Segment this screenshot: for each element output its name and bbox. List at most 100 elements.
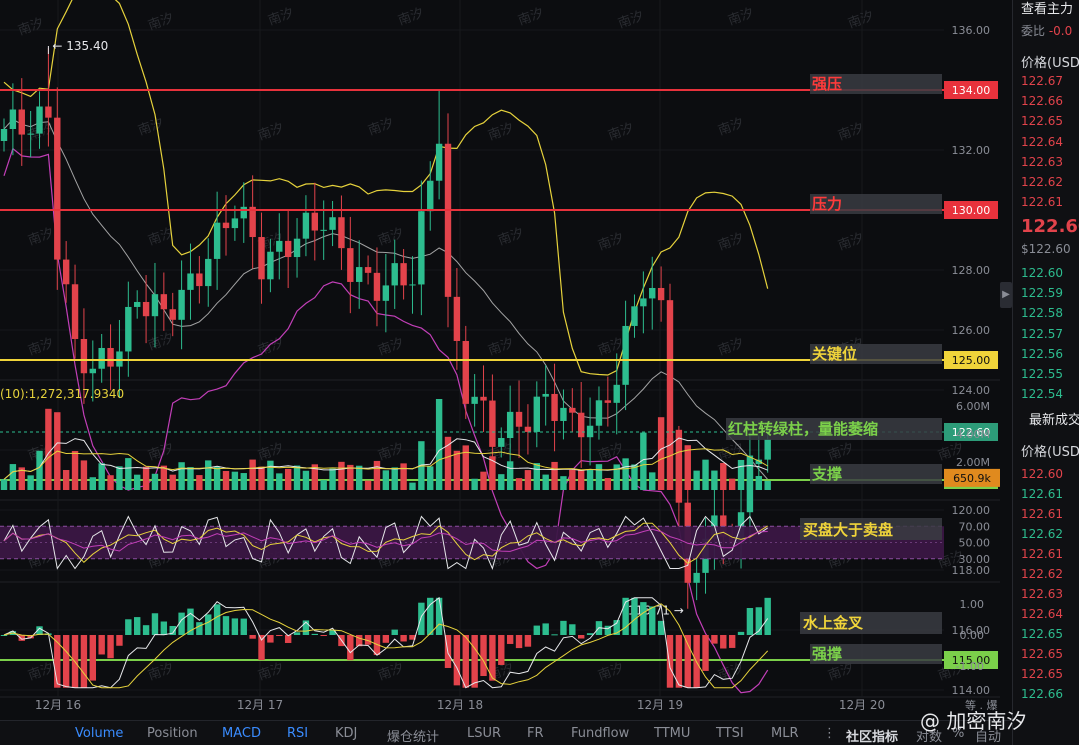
ask-row[interactable]: 122.62 bbox=[1021, 175, 1063, 189]
macd-histogram-bar bbox=[382, 635, 390, 643]
bid-row[interactable]: 122.58 bbox=[1021, 306, 1063, 321]
ask-row[interactable]: 122.63 bbox=[1021, 154, 1063, 169]
candle-body bbox=[391, 263, 398, 286]
auto-scale-toggle[interactable]: 自动 bbox=[975, 730, 1002, 745]
ask-row[interactable]: 122.67 bbox=[1021, 74, 1063, 88]
community-indicators-button[interactable]: 社区指标 bbox=[846, 730, 899, 745]
percent-scale-toggle[interactable]: % bbox=[952, 726, 965, 741]
macd-histogram-bar bbox=[569, 624, 576, 635]
indicator-tab[interactable]: RSI bbox=[287, 726, 309, 741]
current-price-text: 122.60 bbox=[952, 426, 991, 439]
indicator-tab[interactable]: FR bbox=[527, 726, 544, 741]
level-label: 强压 bbox=[812, 75, 842, 93]
macd-histogram-bar bbox=[649, 606, 656, 635]
current-price-tag bbox=[944, 423, 998, 441]
ask-row[interactable]: 122.66 bbox=[1021, 94, 1063, 109]
indicator-tab[interactable]: Position bbox=[147, 726, 198, 741]
bid-row[interactable]: 122.56 bbox=[1021, 346, 1063, 361]
volume-bar bbox=[178, 462, 185, 490]
macd-histogram-bar bbox=[125, 619, 132, 635]
collapse-panel-button[interactable]: ▶ bbox=[1000, 282, 1012, 308]
level-label-box bbox=[810, 464, 942, 484]
brand-watermark: @ 加密南汐 bbox=[920, 709, 1027, 733]
bid-row[interactable]: 122.57 bbox=[1021, 326, 1063, 341]
candle-body bbox=[640, 298, 647, 307]
ask-row[interactable]: 122.61 bbox=[1021, 195, 1063, 210]
macd-histogram-bar bbox=[711, 635, 718, 644]
indicator-tab[interactable]: TTSI bbox=[716, 726, 744, 741]
level-price-tag bbox=[944, 351, 998, 369]
macd-histogram-bar bbox=[62, 635, 70, 688]
date-axis-tick: 12月 16 bbox=[35, 698, 81, 712]
macd-histogram-bar bbox=[702, 635, 709, 671]
volume-bar bbox=[196, 475, 203, 490]
trade-row[interactable]: 122.61 bbox=[1021, 507, 1063, 521]
candle-body bbox=[320, 229, 327, 231]
candle-body bbox=[45, 106, 52, 118]
volume-bar bbox=[80, 460, 88, 490]
bid-row[interactable]: 122.55 bbox=[1021, 367, 1063, 381]
volume-ma-slow bbox=[3, 448, 768, 480]
trade-row[interactable]: 122.60 bbox=[1021, 467, 1063, 481]
macd-histogram-bar bbox=[480, 635, 487, 677]
macd-histogram-bar bbox=[675, 635, 683, 688]
indicator-tab[interactable]: Fundflow bbox=[571, 726, 630, 741]
volume-bar bbox=[364, 480, 372, 490]
macd-annotation-box bbox=[800, 612, 942, 634]
ask-row[interactable]: 122.65 bbox=[1021, 114, 1063, 129]
volume-bar bbox=[213, 466, 221, 490]
trade-row[interactable]: 122.62 bbox=[1021, 567, 1063, 581]
trade-row[interactable]: 122.61 bbox=[1021, 487, 1063, 501]
community-icon[interactable]: ⋮ bbox=[823, 726, 836, 741]
macd-histogram-bar bbox=[542, 623, 549, 635]
bid-row[interactable]: 122.59 bbox=[1021, 286, 1063, 301]
candle-body bbox=[249, 206, 256, 238]
ask-row[interactable]: 122.64 bbox=[1021, 134, 1063, 149]
candle-body bbox=[338, 217, 345, 249]
trade-row[interactable]: 122.65 bbox=[1021, 647, 1063, 661]
rsi-axis-tick: 50.00 bbox=[959, 537, 991, 550]
orderbook-header[interactable]: 查看主力 bbox=[1021, 2, 1074, 17]
trade-row[interactable]: 122.62 bbox=[1021, 527, 1063, 541]
price-axis-tick: 114.00 bbox=[952, 684, 991, 697]
indicator-tab[interactable]: Volume bbox=[75, 726, 124, 741]
bid-row[interactable]: 122.54 bbox=[1021, 387, 1063, 402]
candle-body bbox=[205, 258, 212, 287]
level-price-text: 115.00 bbox=[952, 654, 991, 667]
trade-row[interactable]: 122.63 bbox=[1021, 587, 1063, 601]
trade-row[interactable]: 122.65 bbox=[1021, 667, 1063, 681]
macd-histogram-bar bbox=[586, 633, 594, 635]
macd-histogram-bar bbox=[400, 635, 407, 642]
trade-row[interactable]: 122.66 bbox=[1021, 687, 1063, 701]
volume-bar bbox=[205, 460, 212, 490]
candle-body bbox=[71, 284, 79, 339]
volume-bar bbox=[356, 465, 363, 490]
macd-histogram-bar bbox=[515, 635, 523, 649]
candle-body bbox=[178, 289, 185, 320]
candle-body bbox=[89, 368, 96, 374]
indicator-tab[interactable]: MACD bbox=[222, 726, 261, 741]
volume-bar bbox=[231, 471, 239, 490]
trade-row[interactable]: 122.64 bbox=[1021, 607, 1063, 621]
volume-bar bbox=[702, 459, 709, 490]
indicator-tab[interactable]: LSUR bbox=[467, 726, 502, 741]
indicator-tab[interactable]: TTMU bbox=[654, 726, 691, 741]
candle-body bbox=[418, 211, 425, 285]
macd-histogram-bar bbox=[524, 635, 532, 647]
trade-row[interactable]: 122.65 bbox=[1021, 627, 1063, 641]
bid-row[interactable]: 122.60 bbox=[1021, 266, 1063, 280]
trades-title[interactable]: 最新成交 bbox=[1029, 413, 1079, 428]
volume-bar bbox=[320, 480, 327, 490]
indicator-tab[interactable]: MLR bbox=[771, 726, 799, 741]
macd-diff-line bbox=[3, 596, 769, 689]
log-scale-toggle[interactable]: 对数 bbox=[916, 730, 943, 745]
candle-body bbox=[80, 338, 88, 374]
indicator-tab[interactable]: KDJ bbox=[335, 726, 358, 741]
volume-bar bbox=[604, 478, 612, 490]
trade-row[interactable]: 122.61 bbox=[1021, 547, 1063, 561]
indicator-tab[interactable]: 爆仓统计 bbox=[387, 730, 440, 745]
candle-body bbox=[506, 411, 514, 439]
candle-body bbox=[604, 400, 612, 403]
volume-bar bbox=[107, 475, 114, 490]
